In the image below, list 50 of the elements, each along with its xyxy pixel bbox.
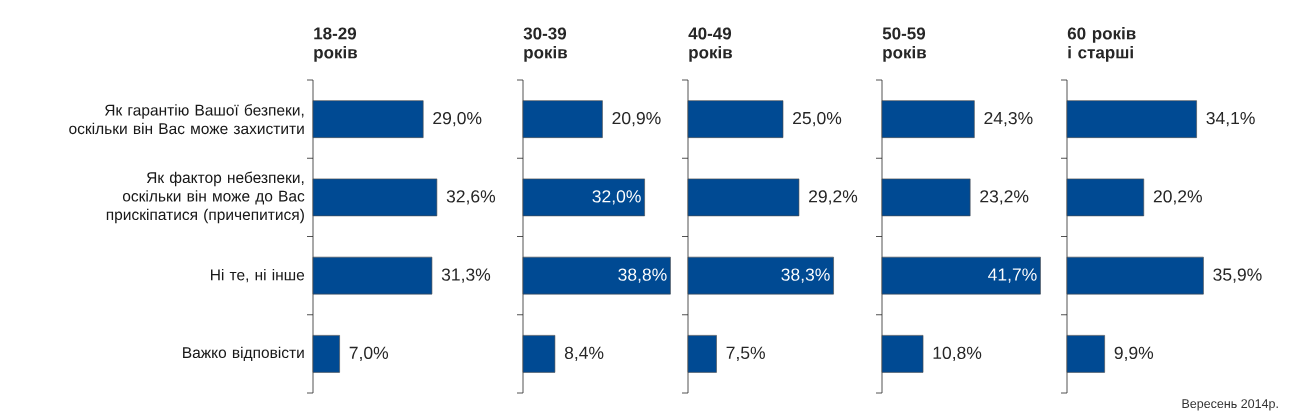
bar xyxy=(687,335,717,373)
data-label: 9,9% xyxy=(1114,346,1154,362)
bar xyxy=(312,256,433,295)
text: Вересень 2014р. xyxy=(1182,399,1278,411)
y-tick-label: Ні те, ні інше xyxy=(211,269,305,283)
data-label: 31,3% xyxy=(441,268,491,283)
bar xyxy=(522,256,671,295)
chart-title: 18-29 років xyxy=(314,27,357,62)
bar xyxy=(312,178,438,217)
chart-title: 30-39 років xyxy=(523,27,567,62)
chart-title: 60 років і старші xyxy=(1067,26,1136,62)
bar xyxy=(1066,178,1145,217)
data-label: 29,2% xyxy=(809,190,858,205)
data-label: 7,0% xyxy=(349,346,389,362)
bar xyxy=(687,100,784,138)
data-label: 24,3% xyxy=(984,111,1033,127)
bar xyxy=(881,178,971,217)
y-tick-label: Як гарантію Вашої безпеки, оскільки він Вас може захистити xyxy=(69,104,304,135)
bar xyxy=(522,178,645,217)
bar xyxy=(522,100,603,138)
chart-title: 50-59 років xyxy=(882,27,926,62)
data-label: 8,4% xyxy=(564,346,604,362)
bar xyxy=(312,335,340,373)
y-tick-label: Важко відповісти xyxy=(183,346,304,362)
bar xyxy=(687,256,834,295)
bar xyxy=(312,100,424,138)
bar xyxy=(1066,335,1105,373)
data-label: 35,9% xyxy=(1213,268,1262,283)
data-label: 32,0% xyxy=(592,190,641,205)
bar xyxy=(1066,100,1197,138)
data-label: 25,0% xyxy=(793,111,842,127)
data-label: 32,6% xyxy=(446,190,496,205)
data-label: 20,2% xyxy=(1153,190,1202,205)
data-label: 29,0% xyxy=(433,111,482,127)
data-label: 34,1% xyxy=(1206,111,1255,127)
bar xyxy=(881,256,1041,295)
bar xyxy=(881,335,924,373)
data-label: 20,9% xyxy=(612,111,661,127)
bar xyxy=(881,100,975,138)
data-label: 23,2% xyxy=(980,190,1029,205)
data-label: 38,8% xyxy=(618,268,667,283)
bar xyxy=(687,178,800,217)
data-label: 38,3% xyxy=(781,268,830,283)
y-tick-label: Як фактор небезпеки, оскільки він може до Вас прискіпатися (причепитися) xyxy=(106,171,305,224)
bar xyxy=(1066,256,1204,295)
data-label: 10,8% xyxy=(933,346,982,362)
data-label: 41,7% xyxy=(988,268,1037,283)
bar xyxy=(522,335,556,373)
data-label: 7,5% xyxy=(726,346,765,362)
chart-title: 40-49 років xyxy=(688,27,732,62)
